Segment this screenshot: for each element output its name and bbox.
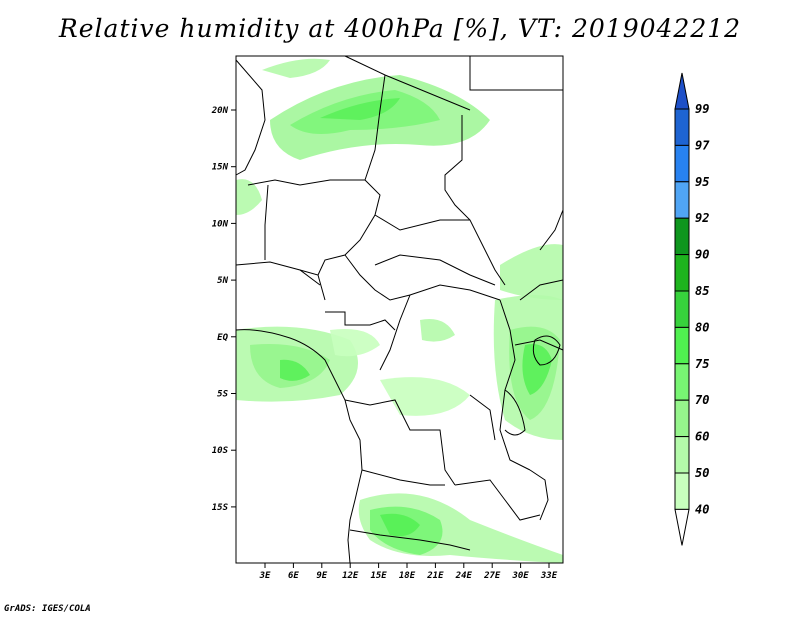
border-line bbox=[235, 59, 266, 176]
lon-label: 12E bbox=[342, 571, 359, 581]
border-line bbox=[532, 335, 561, 366]
lon-label: 3E bbox=[259, 571, 271, 581]
lat-label: EQ bbox=[217, 333, 228, 343]
map-frame bbox=[235, 55, 564, 564]
humidity-patch bbox=[262, 58, 330, 78]
humidity-patch bbox=[236, 179, 262, 215]
border-line bbox=[454, 479, 541, 521]
border-line bbox=[235, 261, 321, 286]
border-line bbox=[379, 294, 411, 371]
colorbar-label: 99 bbox=[695, 102, 709, 116]
border-line bbox=[529, 469, 549, 521]
border-line bbox=[349, 529, 471, 551]
humidity-patch bbox=[380, 513, 420, 537]
borders bbox=[235, 55, 564, 564]
humidity-shading bbox=[236, 58, 563, 563]
border-line bbox=[299, 269, 326, 301]
humidity-patch bbox=[330, 329, 380, 357]
lon-label: 24E bbox=[455, 571, 473, 581]
lat-label: 5S bbox=[217, 390, 228, 400]
humidity-patch bbox=[500, 244, 563, 300]
colorbar-box bbox=[674, 472, 690, 510]
colorbar-top-arrow bbox=[674, 72, 690, 110]
colorbar-label: 50 bbox=[695, 466, 709, 480]
humidity-patch bbox=[280, 359, 310, 381]
border-line bbox=[344, 399, 456, 486]
lon-label: 30E bbox=[511, 571, 529, 581]
colorbar-bottom-arrow bbox=[674, 508, 690, 546]
colorbar-label: 92 bbox=[695, 211, 709, 225]
map-title: Relative humidity at 400hPa [%], VT: 201… bbox=[58, 14, 742, 43]
colorbar-box bbox=[674, 108, 690, 146]
colorbar-label: 90 bbox=[695, 248, 709, 262]
colorbar-box bbox=[674, 326, 690, 365]
border-line bbox=[344, 254, 501, 301]
lon-label: 27E bbox=[483, 571, 501, 581]
colorbar-label: 95 bbox=[695, 175, 709, 189]
colorbar-label: 60 bbox=[695, 430, 709, 444]
colorbar-label: 80 bbox=[695, 320, 709, 334]
lon-label: 33E bbox=[540, 571, 558, 581]
lat-label: 20N bbox=[211, 106, 229, 116]
colorbar-label: 97 bbox=[695, 138, 710, 152]
border-line bbox=[361, 469, 445, 486]
lat-label: 15S bbox=[212, 503, 229, 513]
lat-label: 10S bbox=[212, 446, 229, 456]
border-line bbox=[374, 254, 496, 286]
border-line bbox=[519, 279, 564, 301]
lon-label: 15E bbox=[370, 571, 387, 581]
border-line bbox=[469, 56, 563, 91]
humidity-patch bbox=[420, 319, 455, 342]
colorbar-box bbox=[674, 144, 690, 183]
longitude-axis: 3E 6E 9E 12E 15E 18E 21E 24E 27E 30E 33E bbox=[259, 563, 558, 581]
lon-label: 18E bbox=[399, 571, 416, 581]
border-line bbox=[325, 311, 396, 331]
footer-credit: GrADS: IGES/COLA bbox=[4, 604, 91, 614]
colorbar-box bbox=[674, 181, 690, 219]
border-line bbox=[235, 329, 363, 564]
lat-label: 15N bbox=[212, 163, 229, 173]
border-line bbox=[539, 209, 564, 251]
humidity-patch bbox=[380, 377, 470, 416]
humidity-patch bbox=[522, 344, 552, 395]
border-line bbox=[469, 394, 496, 441]
border-line bbox=[317, 179, 381, 276]
colorbar-box bbox=[674, 254, 690, 292]
border-line bbox=[247, 179, 365, 186]
border-line bbox=[374, 214, 470, 231]
humidity-patch bbox=[320, 98, 400, 120]
colorbar-box bbox=[674, 399, 690, 438]
border-line bbox=[444, 115, 506, 286]
colorbar-box bbox=[674, 436, 690, 474]
border-line bbox=[264, 184, 269, 260]
lon-label: 21E bbox=[426, 571, 444, 581]
colorbar-label: 40 bbox=[695, 502, 709, 516]
border-line bbox=[364, 74, 386, 181]
colorbar-label: 75 bbox=[695, 357, 709, 371]
lat-label: 10N bbox=[212, 219, 229, 229]
border-line bbox=[514, 339, 564, 351]
colorbar-label: 85 bbox=[695, 284, 709, 298]
colorbar: 99 97 95 92 90 85 80 75 70 60 50 40 bbox=[674, 72, 710, 546]
colorbar-box bbox=[674, 363, 690, 401]
colorbar-box bbox=[674, 290, 690, 328]
colorbar-label: 70 bbox=[695, 393, 709, 407]
lon-label: 9E bbox=[316, 571, 327, 581]
colorbar-box bbox=[674, 217, 690, 256]
lon-label: 6E bbox=[288, 571, 299, 581]
latitude-axis: 20N 15N 10N 5N EQ 5S 10S 15S bbox=[211, 106, 236, 513]
border-line bbox=[504, 389, 526, 436]
lat-label: 5N bbox=[217, 276, 228, 286]
